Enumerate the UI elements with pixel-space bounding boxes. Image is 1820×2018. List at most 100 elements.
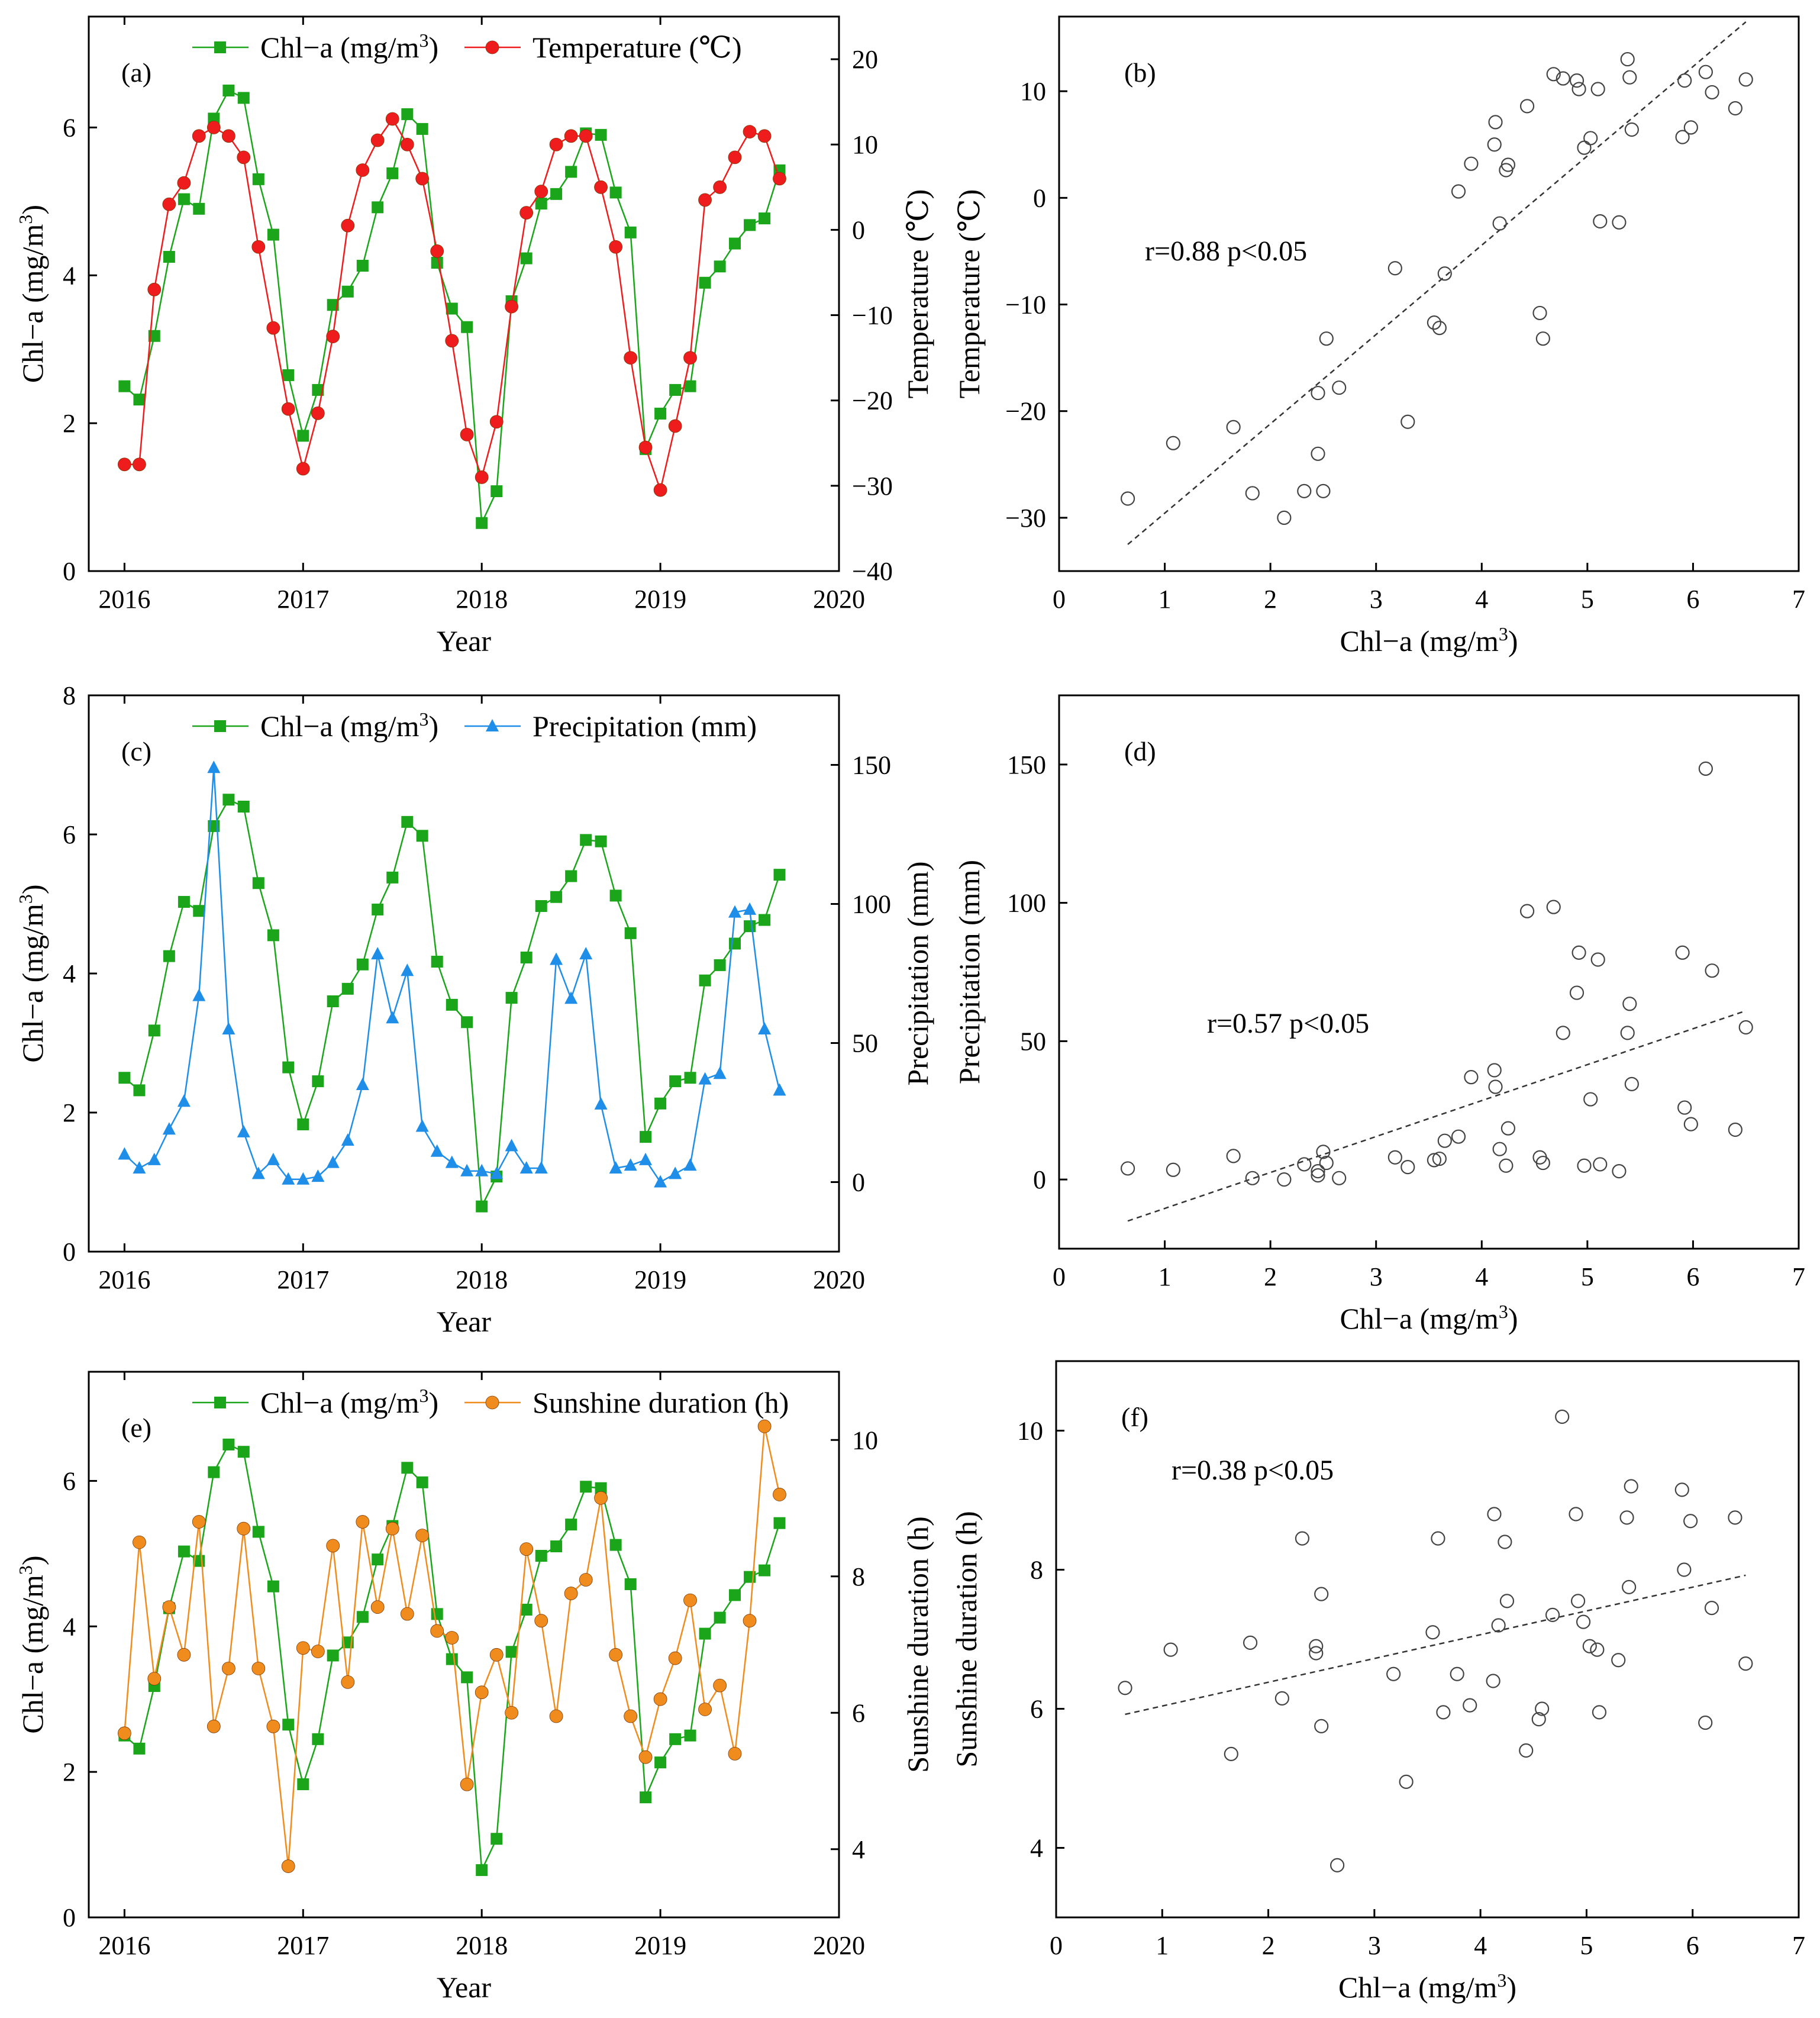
x-axis-label: Chl−a (mg/m3) — [1338, 1969, 1516, 2004]
data-point — [1226, 1149, 1241, 1163]
data-point — [744, 219, 756, 231]
data-point — [1683, 1117, 1698, 1132]
data-point — [757, 1419, 772, 1433]
data-point — [1624, 1076, 1639, 1091]
data-point — [535, 198, 547, 210]
data-point — [728, 1589, 741, 1601]
data-point — [1451, 1129, 1466, 1144]
scatter-points — [1120, 51, 1753, 526]
label-part: Precipitation (mm) — [533, 710, 757, 743]
left-y-tick-label: 6 — [63, 113, 76, 142]
data-point — [1569, 985, 1585, 1000]
data-point — [162, 1122, 176, 1135]
data-point — [1492, 1142, 1507, 1156]
data-point — [1674, 1482, 1689, 1497]
data-point — [698, 1703, 712, 1716]
data-point — [1332, 380, 1347, 395]
label-part: ) — [428, 1386, 438, 1419]
y-tick-label: 4 — [1030, 1834, 1043, 1863]
data-point — [341, 1133, 354, 1146]
label-part: Chl−a (mg/m — [260, 31, 419, 64]
plot-frame — [88, 15, 840, 572]
y-axis-label: Sunshine duration (h) — [950, 1511, 983, 1767]
y-tick-label: 100 — [1007, 889, 1046, 918]
data-point — [698, 1072, 712, 1085]
y-tick-label: 8 — [1030, 1556, 1043, 1585]
x-tick-label: 6 — [1686, 1931, 1699, 1960]
data-point — [282, 1719, 295, 1731]
data-point — [1311, 1168, 1325, 1183]
data-point — [1624, 122, 1639, 137]
data-point — [1570, 1594, 1586, 1608]
label-part: Sunshine duration (h) — [950, 1511, 983, 1767]
data-point — [178, 895, 190, 908]
data-point — [549, 137, 563, 151]
data-point — [1620, 1026, 1635, 1040]
data-point — [594, 180, 608, 194]
legend-marker — [486, 719, 499, 731]
data-point — [1569, 1507, 1583, 1521]
data-point — [147, 282, 162, 296]
label-part: Sunshine duration (h) — [901, 1516, 934, 1772]
panel-label: (f) — [1121, 1402, 1148, 1432]
label-part: Precipitation (mm) — [901, 861, 934, 1085]
right-y-tick-label: −10 — [852, 301, 893, 330]
data-point — [237, 801, 250, 813]
left-y-tick-label: 0 — [63, 1903, 76, 1932]
data-point — [1450, 1666, 1464, 1681]
data-point — [208, 1466, 220, 1478]
data-point — [773, 1517, 786, 1529]
y-tick-label: 6 — [1030, 1695, 1043, 1724]
data-point — [638, 1750, 653, 1764]
data-point — [401, 1462, 414, 1474]
label-part: Chl−a (mg/m — [260, 1386, 419, 1419]
data-point — [1577, 1158, 1592, 1173]
data-point — [683, 1158, 697, 1171]
data-point — [609, 240, 623, 254]
x-tick-label: 2019 — [634, 1931, 686, 1960]
data-point — [475, 1685, 489, 1700]
data-point — [535, 1550, 547, 1562]
x-tick-label: 6 — [1686, 1262, 1699, 1291]
data-point — [327, 995, 339, 1007]
left-y-tick-label: 6 — [63, 1466, 76, 1495]
data-point — [489, 1648, 504, 1662]
data-point — [728, 1746, 742, 1761]
scatter-points — [1118, 1409, 1753, 1872]
legend: Chl−a (mg/m3) Precipitation (mm) — [192, 708, 757, 743]
data-point — [371, 947, 385, 960]
data-point — [759, 212, 771, 225]
data-point — [683, 351, 697, 365]
data-point — [505, 299, 519, 314]
label-superscript: 3 — [1499, 623, 1508, 644]
data-point — [460, 427, 474, 441]
data-point — [475, 470, 489, 484]
data-point — [386, 871, 399, 884]
data-point — [266, 321, 280, 335]
data-point — [1166, 436, 1180, 450]
data-point — [178, 1545, 190, 1558]
data-point — [118, 1147, 131, 1160]
data-point — [222, 84, 235, 96]
data-point — [401, 815, 414, 828]
data-point — [206, 1719, 221, 1733]
data-point — [163, 950, 175, 962]
data-point — [654, 407, 667, 420]
data-point — [1166, 1162, 1180, 1177]
data-point — [372, 201, 384, 214]
data-point — [177, 176, 191, 190]
data-point — [385, 1521, 399, 1536]
data-point — [714, 959, 726, 971]
y-axis-label: Precipitation (mm) — [953, 860, 986, 1084]
data-point — [416, 123, 428, 135]
data-point — [1437, 266, 1452, 281]
data-point — [461, 1016, 473, 1029]
data-point — [460, 1163, 474, 1176]
panel-c: 2016 2017 2018 2019 2020 0 2 4 6 8 0 50 100 150 Year Ch… — [15, 681, 934, 1338]
data-point — [461, 1671, 473, 1684]
data-point — [565, 1519, 577, 1531]
fit-line — [1127, 1010, 1747, 1222]
data-point — [1463, 1698, 1477, 1713]
data-point — [684, 1072, 696, 1084]
